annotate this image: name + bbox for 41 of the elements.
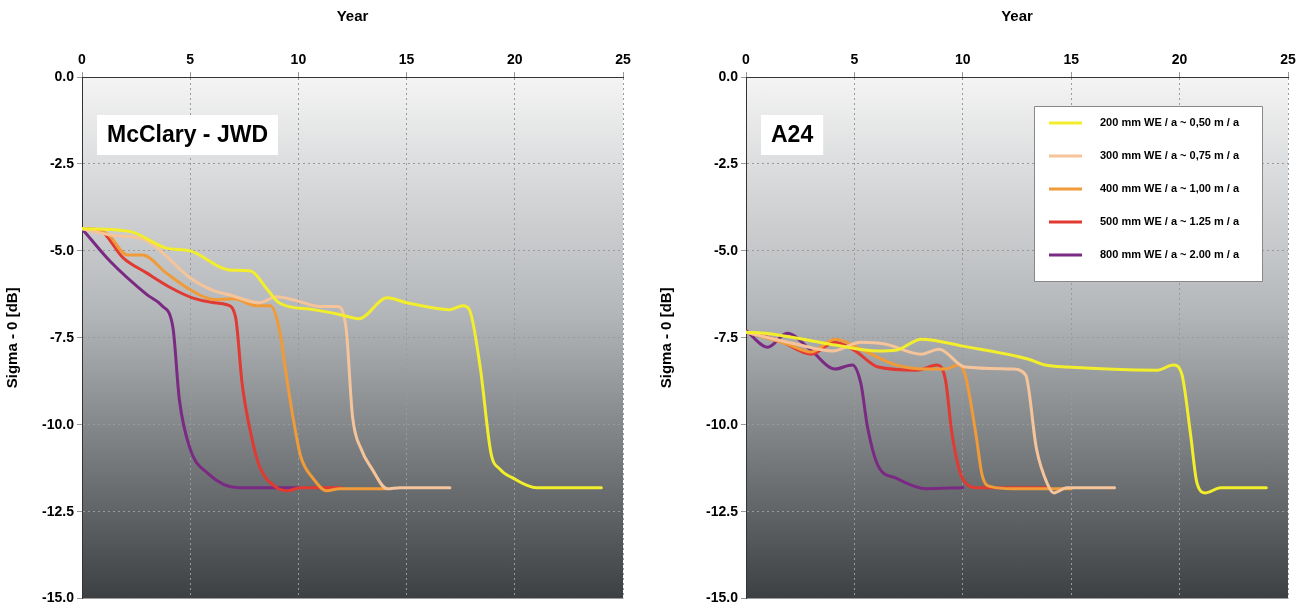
x-tick-label: 10 [290,51,307,68]
y-tick-label: -10.0 [42,415,75,432]
x-tick-label: 15 [398,51,415,68]
y-tick-label: -7.5 [713,328,739,345]
y-axis-title: Sigma - 0 [dB] [3,287,21,389]
x-axis-title: Year [336,7,369,25]
y-tick-label: -12.5 [706,502,739,519]
legend-label: 800 mm WE / a ~ 2.00 m / a [1100,248,1240,261]
x-tick-label: 5 [850,51,859,68]
line-series [746,330,1268,495]
x-tick-label: 10 [955,51,971,68]
line-series [82,227,300,490]
x-tick-label: 0 [742,51,751,68]
x-tick-label: 5 [186,51,195,68]
line-series [82,227,603,490]
y-tick-label: -5.0 [49,241,75,258]
x-tick-label: 25 [1280,51,1296,68]
y-tick-label: 0.0 [54,67,75,84]
legend-label: 400 mm WE / a ~ 1,00 m / a [1100,182,1240,195]
annotation: McClary - JWD [107,121,269,148]
y-tick-label: -7.5 [49,328,75,345]
annotation: A24 [771,121,814,148]
y-axis-title: Sigma - 0 [dB] [657,287,675,389]
x-tick-label: 0 [78,51,87,68]
y-tick-label: -5.0 [713,241,739,258]
y-tick-label: -15.0 [42,589,75,606]
x-tick-label: 15 [1063,51,1080,68]
y-tick-label: -12.5 [42,502,75,519]
legend-label: 500 mm WE / a ~ 1.25 m / a [1100,215,1240,228]
x-tick-label: 20 [1171,51,1188,68]
line-series [82,227,452,491]
y-tick-label: -2.5 [713,154,739,171]
y-tick-label: 0.0 [718,67,739,84]
y-tick-label: -15.0 [706,589,739,606]
x-tick-label: 20 [507,51,523,68]
x-tick-label: 25 [615,51,631,68]
y-tick-label: -2.5 [49,154,75,171]
x-axis-title: Year [1001,7,1034,25]
legend-label: 300 mm WE / a ~ 0,75 m / a [1100,149,1240,162]
legend-label: 200 mm WE / a ~ 0,50 m / a [1100,116,1240,129]
y-tick-label: -10.0 [706,415,739,432]
